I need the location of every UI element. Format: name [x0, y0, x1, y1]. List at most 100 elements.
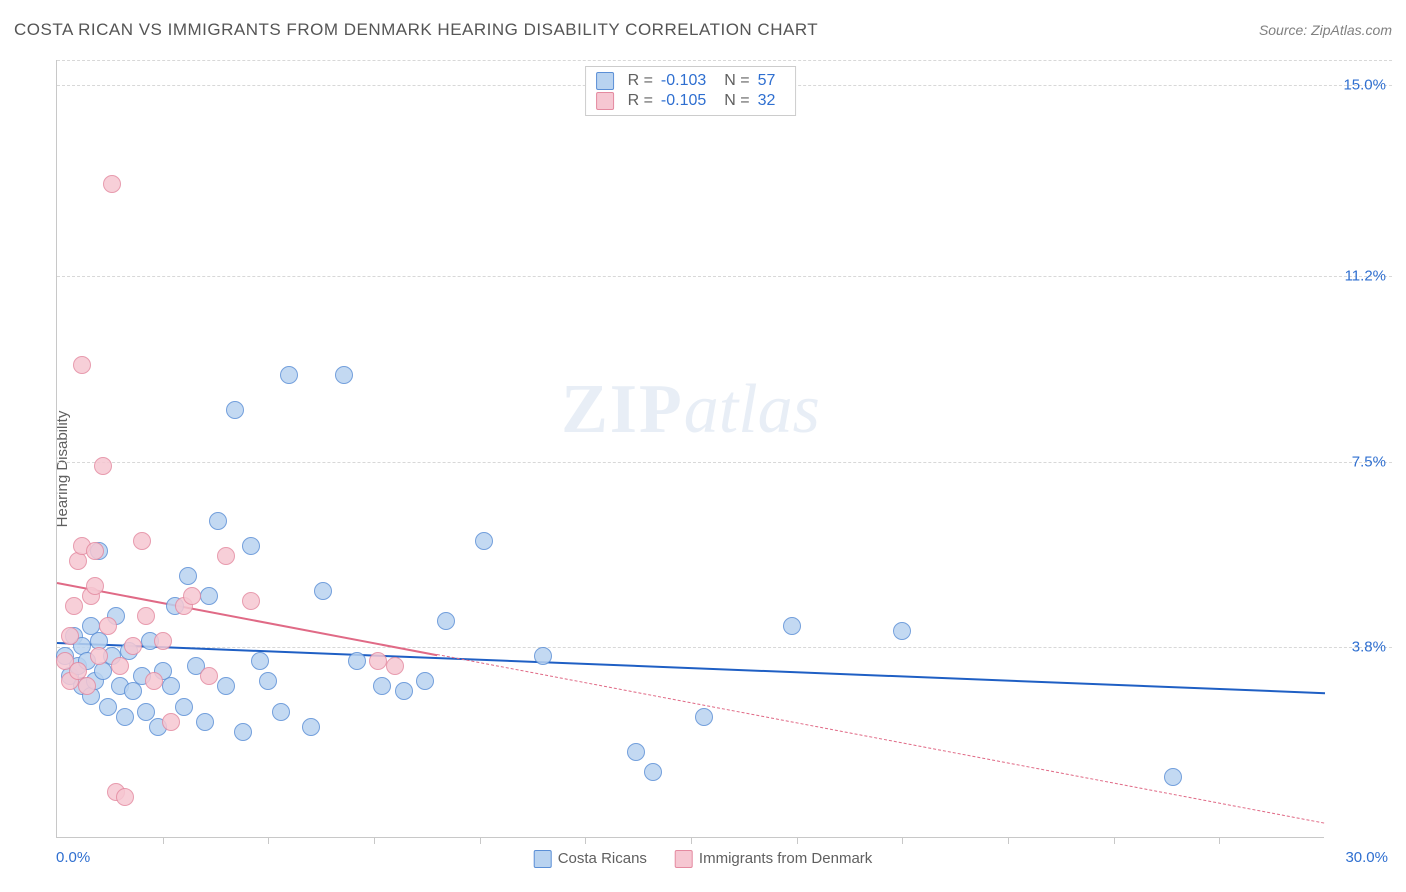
data-point: [234, 723, 252, 741]
data-point: [65, 597, 83, 615]
data-point: [251, 652, 269, 670]
data-point: [99, 698, 117, 716]
legend-stat-row: R =-0.105N =32: [596, 91, 786, 111]
data-point: [90, 647, 108, 665]
data-point: [183, 587, 201, 605]
n-label: N =: [724, 72, 749, 90]
data-point: [395, 682, 413, 700]
data-point: [242, 592, 260, 610]
data-point: [86, 542, 104, 560]
chart-title: COSTA RICAN VS IMMIGRANTS FROM DENMARK H…: [14, 20, 818, 40]
data-point: [226, 401, 244, 419]
data-point: [145, 672, 163, 690]
data-point: [302, 718, 320, 736]
r-value: -0.105: [661, 92, 706, 110]
trend-line: [437, 654, 1325, 824]
data-point: [534, 647, 552, 665]
scatter-plot: ZIPatlas R =-0.103N =57R =-0.105N =32 3.…: [56, 60, 1324, 838]
data-point: [335, 366, 353, 384]
data-point: [386, 657, 404, 675]
chart-area: Hearing Disability ZIPatlas R =-0.103N =…: [14, 60, 1392, 878]
data-point: [416, 672, 434, 690]
source-attribution: Source: ZipAtlas.com: [1259, 22, 1392, 38]
x-tick: [480, 837, 481, 844]
data-point: [695, 708, 713, 726]
data-point: [179, 567, 197, 585]
data-point: [124, 637, 142, 655]
data-point: [61, 627, 79, 645]
data-point: [280, 366, 298, 384]
y-tick-label: 11.2%: [1345, 267, 1386, 284]
data-point: [103, 175, 121, 193]
x-axis-max-label: 30.0%: [1345, 849, 1388, 866]
data-point: [209, 512, 227, 530]
data-point: [348, 652, 366, 670]
data-point: [116, 788, 134, 806]
data-point: [369, 652, 387, 670]
data-point: [200, 587, 218, 605]
x-tick: [374, 837, 375, 844]
data-point: [196, 713, 214, 731]
data-point: [137, 703, 155, 721]
data-point: [373, 677, 391, 695]
data-point: [73, 356, 91, 374]
x-tick: [163, 837, 164, 844]
gridline-horizontal: [57, 60, 1392, 61]
data-point: [175, 698, 193, 716]
gridline-horizontal: [57, 276, 1392, 277]
legend-item: Costa Ricans: [534, 850, 647, 868]
legend-swatch: [675, 850, 693, 868]
watermark: ZIPatlas: [561, 370, 820, 450]
series-legend: Costa Ricans Immigrants from Denmark: [534, 850, 873, 868]
data-point: [162, 713, 180, 731]
data-point: [200, 667, 218, 685]
x-tick: [691, 837, 692, 844]
data-point: [893, 622, 911, 640]
data-point: [137, 607, 155, 625]
data-point: [154, 632, 172, 650]
legend-stat-row: R = -0.103 N = 57: [596, 71, 786, 91]
data-point: [94, 457, 112, 475]
n-value: 57: [758, 72, 776, 90]
y-tick-label: 15.0%: [1343, 77, 1386, 94]
gridline-horizontal: [57, 462, 1392, 463]
x-tick: [1114, 837, 1115, 844]
data-point: [644, 763, 662, 781]
x-tick: [585, 837, 586, 844]
data-point: [162, 677, 180, 695]
legend-label: Immigrants from Denmark: [699, 850, 872, 867]
data-point: [116, 708, 134, 726]
trend-line: [57, 642, 1325, 694]
legend-swatch: [596, 92, 614, 110]
data-point: [437, 612, 455, 630]
data-point: [259, 672, 277, 690]
legend-swatch: [534, 850, 552, 868]
x-tick: [268, 837, 269, 844]
r-label: R =: [628, 72, 653, 90]
data-point: [314, 582, 332, 600]
x-tick: [902, 837, 903, 844]
x-tick: [1219, 837, 1220, 844]
data-point: [111, 657, 129, 675]
legend-item: Immigrants from Denmark: [675, 850, 872, 868]
gridline-horizontal: [57, 647, 1392, 648]
correlation-legend: R = -0.103 N = 57R = -0.105 N = 32: [585, 66, 797, 116]
data-point: [627, 743, 645, 761]
r-value: -0.103: [661, 72, 706, 90]
data-point: [217, 677, 235, 695]
data-point: [242, 537, 260, 555]
n-label: N =: [724, 92, 749, 110]
data-point: [86, 577, 104, 595]
y-tick-label: 3.8%: [1352, 639, 1386, 656]
y-tick-label: 7.5%: [1352, 453, 1386, 470]
data-point: [99, 617, 117, 635]
data-point: [217, 547, 235, 565]
data-point: [133, 532, 151, 550]
data-point: [272, 703, 290, 721]
x-tick: [797, 837, 798, 844]
x-tick: [1008, 837, 1009, 844]
data-point: [1164, 768, 1182, 786]
n-value: 32: [758, 92, 776, 110]
legend-swatch: [596, 72, 614, 90]
data-point: [78, 677, 96, 695]
